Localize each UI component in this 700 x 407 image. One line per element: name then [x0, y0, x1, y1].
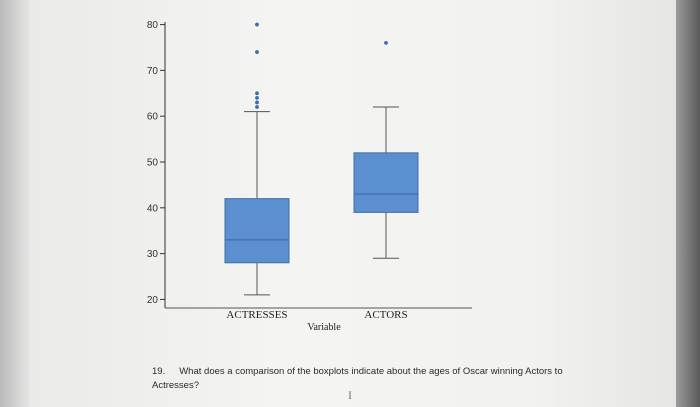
- box-actresses: [224, 22, 290, 296]
- boxes: [224, 22, 419, 296]
- chart-axes: [164, 22, 472, 309]
- outlier-point: [255, 105, 259, 109]
- question-number: 19.: [152, 366, 166, 377]
- y-tick-label: 70: [147, 66, 159, 77]
- outlier-point: [255, 22, 259, 27]
- question-text-block: 19. What does a comparison of the boxplot…: [152, 365, 572, 393]
- outlier-point: [255, 95, 259, 100]
- y-tick-label: 50: [147, 158, 159, 169]
- text-cursor-icon: I: [348, 388, 352, 402]
- outlier-point: [255, 100, 259, 105]
- box-actors: [353, 41, 419, 259]
- x-axis-title: Variable: [307, 322, 341, 333]
- x-category-label: ACTRESSES: [226, 309, 287, 321]
- y-tick-label: 80: [147, 20, 159, 31]
- y-tick-label: 60: [147, 112, 159, 123]
- outlier-point: [255, 91, 259, 96]
- outlier-point: [255, 50, 259, 54]
- iqr-box: [353, 152, 419, 213]
- y-ticks: 20 30 40 50 60 70 80: [147, 20, 165, 306]
- y-tick-label: 30: [147, 249, 159, 260]
- y-tick-label: 40: [147, 203, 159, 214]
- outlier-point: [384, 41, 388, 45]
- x-category-label: ACTORS: [364, 309, 407, 321]
- y-tick-label: 20: [147, 295, 159, 306]
- page-right-shadow: [676, 0, 700, 407]
- question-text: What does a comparison of the boxplots i…: [152, 366, 563, 391]
- x-labels: ACTRESSES ACTORS: [226, 309, 407, 321]
- iqr-box: [224, 198, 290, 264]
- page-left-shadow: [0, 0, 30, 407]
